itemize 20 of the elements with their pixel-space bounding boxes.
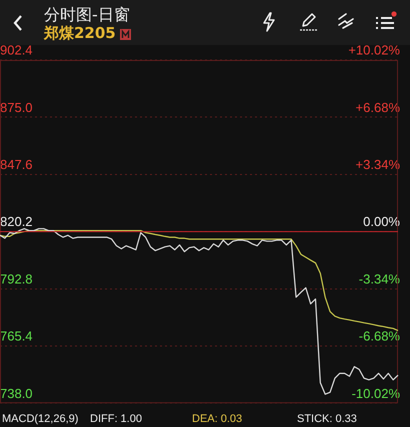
y-tick-label: 820.2 — [0, 214, 33, 230]
y2-tick-label: 0.00% — [363, 214, 400, 230]
text: DIFF: 1.00 — [90, 413, 142, 425]
text: DEA: 0.03 — [192, 413, 242, 425]
y2-tick-label: +3.34% — [356, 156, 400, 172]
text: MACD(12,26,9) — [2, 413, 78, 425]
y-tick-label: 902.4 — [0, 42, 33, 58]
y-tick-label: 765.4 — [0, 328, 33, 344]
y2-tick-label: -3.34% — [358, 271, 400, 286]
y2-tick-label: -6.68% — [358, 328, 400, 344]
y-tick-label: 875.0 — [0, 100, 33, 115]
y-tick-label: 847.6 — [0, 156, 33, 172]
chart-title: 分时图-日窗 — [44, 5, 130, 26]
y2-tick-label: +6.68% — [356, 100, 400, 115]
y-tick-label: 738.0 — [0, 386, 33, 401]
y-tick-label: 792.8 — [0, 271, 33, 286]
y2-tick-label: +10.02% — [348, 42, 400, 58]
chart-subtitle: 郑煤2205 — [44, 24, 116, 43]
text: STICK: 0.33 — [297, 413, 357, 425]
y2-tick-label: -10.02% — [352, 386, 400, 401]
